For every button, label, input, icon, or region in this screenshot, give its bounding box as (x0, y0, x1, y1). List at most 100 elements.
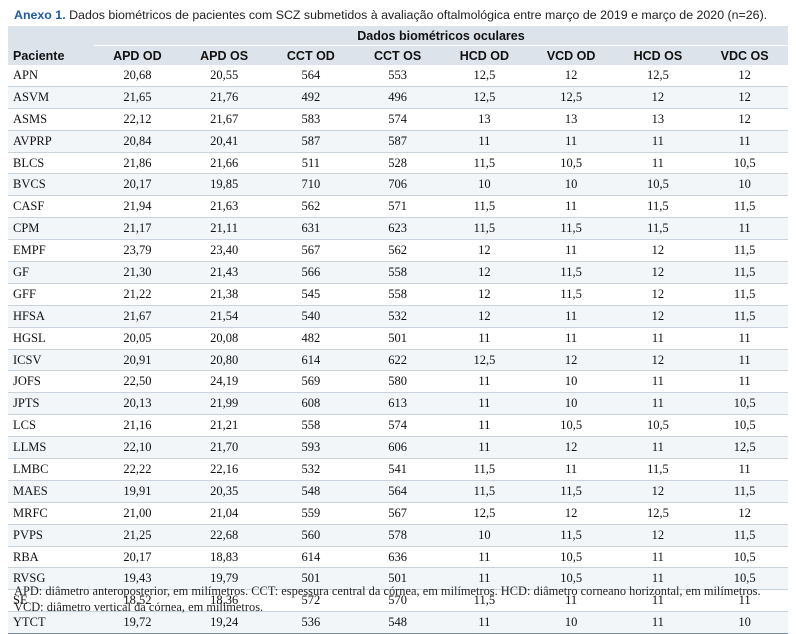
table-cell: 11,5 (527, 217, 615, 241)
table-cell: 23,40 (180, 239, 268, 263)
table-cell: 11,5 (441, 152, 528, 175)
table-cell: 11,5 (527, 524, 615, 547)
table-cell: 614 (267, 546, 355, 569)
table-cell: 12,5 (441, 86, 528, 109)
biometric-table: Paciente Dados biométricos oculares APD … (8, 26, 788, 634)
column-header: VCD OD (527, 45, 615, 65)
patient-id-cell: MRFC (8, 502, 94, 525)
table-cell: 12 (614, 480, 702, 503)
table-row: HFSA 21,67 21,54 540 532 12 11 12 11,5 (8, 305, 788, 328)
table-cell: 12,5 (527, 86, 615, 109)
table-cell: 560 (267, 524, 355, 547)
table-cell: 23,79 (94, 239, 181, 263)
table-cell: 21,30 (94, 261, 181, 284)
table-cell: 574 (354, 414, 441, 438)
patient-column-header: Paciente (8, 26, 94, 65)
table-cell: 11 (614, 546, 702, 569)
table-cell: 12 (441, 283, 528, 306)
table-cell: 11 (441, 327, 528, 350)
table-cell: 21,94 (94, 195, 181, 219)
table-cell: 21,66 (180, 152, 268, 175)
table-cell: 566 (267, 261, 355, 284)
table-cell: 18,83 (180, 546, 268, 569)
table-cell: 11 (614, 436, 702, 460)
table-row: YTCT 19,72 19,24 536 548 11 10 11 10 (8, 611, 788, 634)
column-header: CCT OD (267, 45, 355, 65)
table-cell: 10,5 (614, 414, 702, 438)
table-cell: 11,5 (441, 195, 528, 219)
table-cell: 11 (701, 327, 788, 350)
table-cell: 11,5 (701, 195, 788, 219)
table-cell: 11 (614, 327, 702, 350)
table-cell: 11,5 (614, 458, 702, 481)
patient-id-cell: BLCS (8, 152, 94, 175)
patient-id-cell: CPM (8, 217, 94, 241)
table-cell: 20,08 (180, 327, 268, 350)
table-cell: 12,5 (441, 502, 528, 525)
table-cell: 10,5 (701, 546, 788, 569)
table-cell: 11 (527, 195, 615, 219)
table-cell: 12 (614, 261, 702, 284)
table-cell: 10,5 (701, 414, 788, 438)
table-cell: 22,12 (94, 108, 181, 131)
table-cell: 12,5 (614, 65, 702, 87)
patient-id-cell: RBA (8, 546, 94, 569)
table-cell: 11 (441, 414, 528, 438)
table-cell: 12 (441, 305, 528, 328)
table-cell: 11,5 (441, 589, 528, 613)
table-cell: 20,17 (94, 173, 181, 197)
table-cell: 559 (267, 502, 355, 525)
table-row: ICSV 20,91 20,80 614 622 12,5 12 12 11 (8, 349, 788, 372)
table-cell: 22,50 (94, 370, 181, 394)
table-cell: 12 (527, 65, 615, 87)
table-cell: 710 (267, 173, 355, 197)
table-cell: 21,67 (94, 305, 181, 328)
table-row: SE 18,52 18,36 572 570 11,5 11 11 11 (8, 589, 788, 613)
table-cell: 11,5 (441, 458, 528, 481)
table-cell: 583 (267, 108, 355, 131)
table-cell: 19,24 (180, 611, 268, 634)
table-cell: 21,16 (94, 414, 181, 438)
table-cell: 12 (527, 349, 615, 372)
table-cell: 631 (267, 217, 355, 241)
table-cell: 541 (354, 458, 441, 481)
table-cell: 21,25 (94, 524, 181, 547)
table-cell: 11 (701, 370, 788, 394)
table-cell: 11,5 (701, 261, 788, 284)
table-row: JOFS 22,50 24,19 569 580 11 10 11 11 (8, 370, 788, 394)
table-cell: 20,55 (180, 65, 268, 87)
table-row: PVPS 21,25 22,68 560 578 10 11,5 12 11,5 (8, 524, 788, 547)
table-cell: 12 (701, 65, 788, 87)
table-cell: 13 (527, 108, 615, 131)
table-cell: 11 (527, 458, 615, 481)
table-cell: 587 (354, 130, 441, 153)
table-cell: 540 (267, 305, 355, 328)
table-row: HGSL 20,05 20,08 482 501 11 11 11 11 (8, 327, 788, 350)
table-cell: 12 (701, 86, 788, 109)
table-cell: 19,85 (180, 173, 268, 197)
table-row: RBA 20,17 18,83 614 636 11 10,5 11 10,5 (8, 546, 788, 569)
table-cell: 606 (354, 436, 441, 460)
table-cell: 12 (614, 283, 702, 306)
table-cell: 12,5 (441, 65, 528, 87)
table-cell: 11 (441, 546, 528, 569)
patient-id-cell: LMBC (8, 458, 94, 481)
table-cell: 570 (354, 589, 441, 613)
table-cell: 10,5 (527, 546, 615, 569)
patient-id-cell: ASMS (8, 108, 94, 131)
table-cell: 12,5 (701, 436, 788, 460)
table-cell: 11 (614, 130, 702, 153)
table-cell: 10 (527, 173, 615, 197)
table-cell: 10,5 (701, 392, 788, 416)
table-cell: 21,70 (180, 436, 268, 460)
table-cell: 10,5 (614, 173, 702, 197)
table-cell: 12 (527, 502, 615, 525)
table-row: AVPRP 20,84 20,41 587 587 11 11 11 11 (8, 130, 788, 153)
column-header: CCT OS (354, 45, 441, 65)
table-cell: 11 (614, 567, 702, 591)
table-cell: 21,21 (180, 414, 268, 438)
table-cell: 21,99 (180, 392, 268, 416)
table-cell: 12 (614, 239, 702, 263)
table-cell: 11,5 (614, 217, 702, 241)
column-header: APD OD (94, 45, 181, 65)
